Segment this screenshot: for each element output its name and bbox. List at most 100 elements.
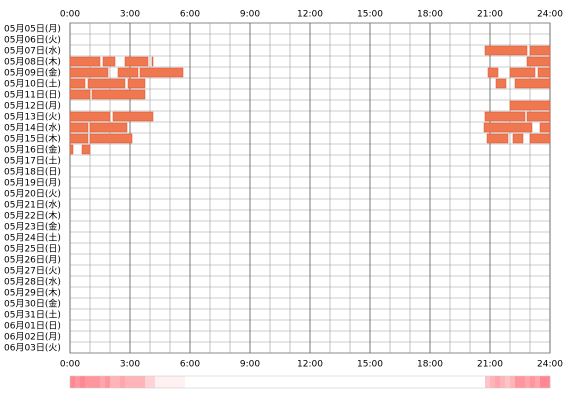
frequency-cell [275,376,281,388]
frequency-cell [415,376,421,388]
frequency-cell [320,376,326,388]
frequency-cell [295,376,301,388]
x-tick-label: 6:00 [180,10,200,20]
x-tick-label: 3:00 [120,360,140,370]
frequency-cell [505,376,511,388]
frequency-cell [210,376,216,388]
frequency-cell [370,376,376,388]
frequency-cell [520,376,526,388]
frequency-cell [515,376,521,388]
frequency-cell [485,376,491,388]
sleep-segment [509,100,551,111]
frequency-cell [185,376,191,388]
frequency-cell [360,376,366,388]
sleep-segment [69,133,89,144]
row-label: 05月12日(月) [4,101,61,112]
sleep-segment [91,89,146,100]
sleep-segment [526,56,551,67]
frequency-cell [430,376,436,388]
frequency-cell [545,376,551,388]
row-label: 05月07日(水) [4,45,61,57]
frequency-cell [190,376,196,388]
row-label: 05月10日(土) [4,78,61,90]
frequency-cell [155,376,161,388]
sleep-segment [89,133,133,144]
frequency-cell [390,376,396,388]
row-label: 05月29日(木) [4,287,61,299]
frequency-cell [105,376,111,388]
frequency-cell [255,376,261,388]
frequency-cell [400,376,406,388]
frequency-cell [280,376,286,388]
row-label: 05月16日(金) [4,144,61,156]
sleep-segment [487,67,499,78]
row-label: 05月09日(金) [4,67,61,79]
row-label: 05月19日(月) [4,178,61,189]
frequency-cell [325,376,331,388]
sleep-segment [514,78,551,89]
sleep-segment [69,78,86,89]
x-tick-label: 15:00 [357,360,383,370]
frequency-cell [385,376,391,388]
frequency-cell [230,376,236,388]
x-tick-label: 0:00 [60,360,80,370]
x-tick-label: 9:00 [240,360,260,370]
row-label: 05月21日(水) [4,199,61,211]
frequency-cell [85,376,91,388]
x-tick-label: 21:00 [477,360,503,370]
frequency-cell [135,376,141,388]
frequency-cell [115,376,121,388]
frequency-cell [375,376,381,388]
row-label: 05月20日(火) [4,189,61,200]
sleep-segment [124,56,149,67]
frequency-cell [170,376,176,388]
frequency-cell [450,376,456,388]
row-label: 06月02日(月) [4,332,61,343]
x-tick-label: 6:00 [180,360,200,370]
frequency-cell [240,376,246,388]
frequency-cell [290,376,296,388]
row-label: 06月03日(火) [4,343,61,354]
x-tick-label: 12:00 [297,360,323,370]
frequency-cell [305,376,311,388]
row-label: 05月13日(火) [4,112,61,123]
frequency-cell [200,376,206,388]
sleep-segment [69,67,109,78]
sleep-segment [139,67,184,78]
sleep-segment [537,67,551,78]
row-label: 05月18日(日) [4,167,61,178]
x-tick-label: 18:00 [417,360,443,370]
x-tick-label: 24:00 [537,10,563,20]
frequency-cell [350,376,356,388]
row-label: 05月31日(土) [4,309,61,321]
row-label: 05月25日(日) [4,244,61,255]
frequency-cell [500,376,506,388]
sleep-segment [495,78,507,89]
frequency-cell [120,376,126,388]
frequency-cell [425,376,431,388]
sleep-segment [529,45,551,56]
frequency-cell [165,376,171,388]
frequency-cell [95,376,101,388]
row-label: 06月01日(日) [4,321,61,332]
frequency-cell [330,376,336,388]
frequency-cell [235,376,241,388]
sleep-segment [69,111,111,122]
row-label: 05月22日(木) [4,210,61,222]
frequency-cell [480,376,486,388]
frequency-cell [175,376,181,388]
sleep-segment [69,89,91,100]
frequency-frame [69,375,551,389]
frequency-cell [180,376,186,388]
sleep-segment [81,144,91,155]
row-label: 05月27日(火) [4,266,61,277]
sleep-segment [87,78,126,89]
frequency-cell [300,376,306,388]
frequency-cell [525,376,531,388]
frequency-cell [530,376,536,388]
frequency-cell [495,376,501,388]
x-tick-label: 3:00 [120,10,140,20]
x-tick-label: 12:00 [297,10,323,20]
frequency-cell [285,376,291,388]
frequency-cell [510,376,516,388]
